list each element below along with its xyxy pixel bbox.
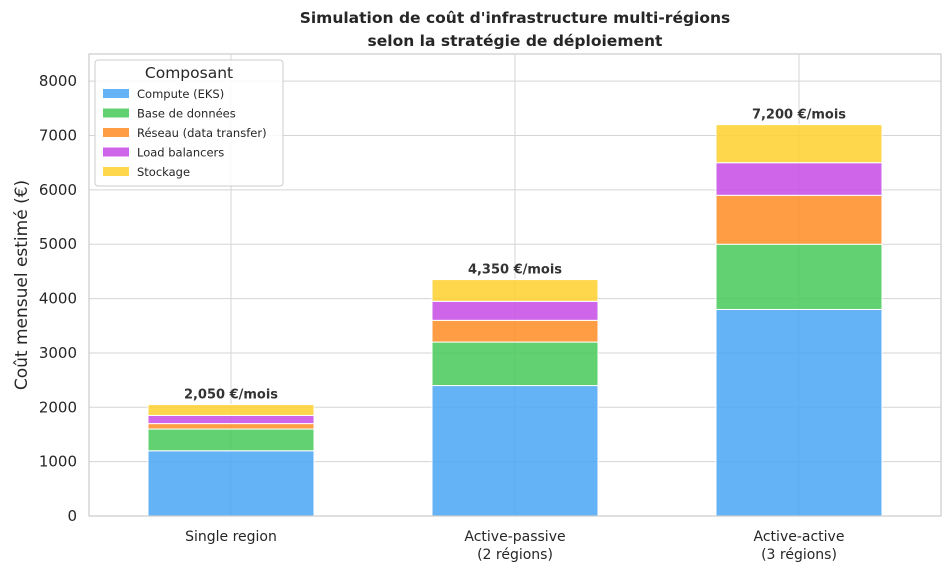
total-label: 7,200 €/mois <box>752 108 846 123</box>
legend-swatch <box>103 147 129 157</box>
chart-title-line2: selon la stratégie de déploiement <box>368 32 663 50</box>
bar-segment <box>715 194 883 245</box>
x-tick-label: Single region <box>185 529 277 545</box>
total-label: 4,350 €/mois <box>468 263 562 278</box>
bar-segment <box>431 300 599 321</box>
y-tick-label: 2000 <box>39 398 77 416</box>
chart-title-line1: Simulation de coût d'infrastructure mult… <box>300 9 731 27</box>
bar-segment <box>431 385 599 517</box>
bar-segment <box>715 308 883 517</box>
bar-segment <box>431 341 599 387</box>
legend-box <box>94 59 284 187</box>
bar-segment <box>715 243 883 310</box>
plot-frame <box>88 53 942 517</box>
total-label: 2,050 €/mois <box>184 388 278 403</box>
x-tick-label: Active-passive (2 régions) <box>464 529 565 563</box>
bar-segment <box>715 124 883 164</box>
bar-segment <box>715 162 883 196</box>
legend-label: Stockage <box>137 165 190 179</box>
legend-swatch <box>103 108 129 118</box>
y-tick-label: 1000 <box>39 453 77 471</box>
bar-segment <box>147 423 315 430</box>
legend-label: Réseau (data transfer) <box>137 126 267 140</box>
legend-swatch <box>103 167 129 176</box>
y-tick-label: 3000 <box>39 344 77 362</box>
legend-title: Composant <box>145 64 233 82</box>
y-tick-label: 4000 <box>39 290 77 308</box>
bar-segment <box>147 450 315 517</box>
bars-group <box>147 124 883 517</box>
legend-label: Load balancers <box>137 146 224 160</box>
y-tick-label: 5000 <box>39 235 77 253</box>
bar-segment <box>147 404 315 416</box>
y-axis-label: Coût mensuel estimé (€) <box>12 180 32 390</box>
total-labels: 2,050 €/mois 4,350 €/mois 7,200 €/mois <box>184 108 846 403</box>
y-tick-label: 7000 <box>39 127 77 145</box>
x-tick-label: Active-active (3 régions) <box>754 529 845 563</box>
bar-segment <box>431 319 599 343</box>
bar-segment <box>147 414 315 425</box>
bar-segment <box>431 279 599 302</box>
legend-swatch <box>103 89 129 98</box>
legend-items: Compute (EKS) Base de données Réseau (data… <box>103 87 267 179</box>
x-axis-ticks: Single region Active-passive (2 régions) Ac… <box>185 529 844 563</box>
bar-segment <box>147 428 315 452</box>
legend: Composant Compute (EKS) Base de données Ré… <box>94 59 284 187</box>
legend-label: Compute (EKS) <box>137 87 224 101</box>
legend-swatch <box>103 128 129 137</box>
y-tick-label: 6000 <box>39 181 77 199</box>
y-axis-ticks: 0 1000 2000 3000 4000 5000 6000 7000 8000 <box>39 72 77 525</box>
y-tick-label: 8000 <box>39 72 77 90</box>
y-tick-label: 0 <box>67 507 77 525</box>
legend-label: Base de données <box>137 107 236 121</box>
